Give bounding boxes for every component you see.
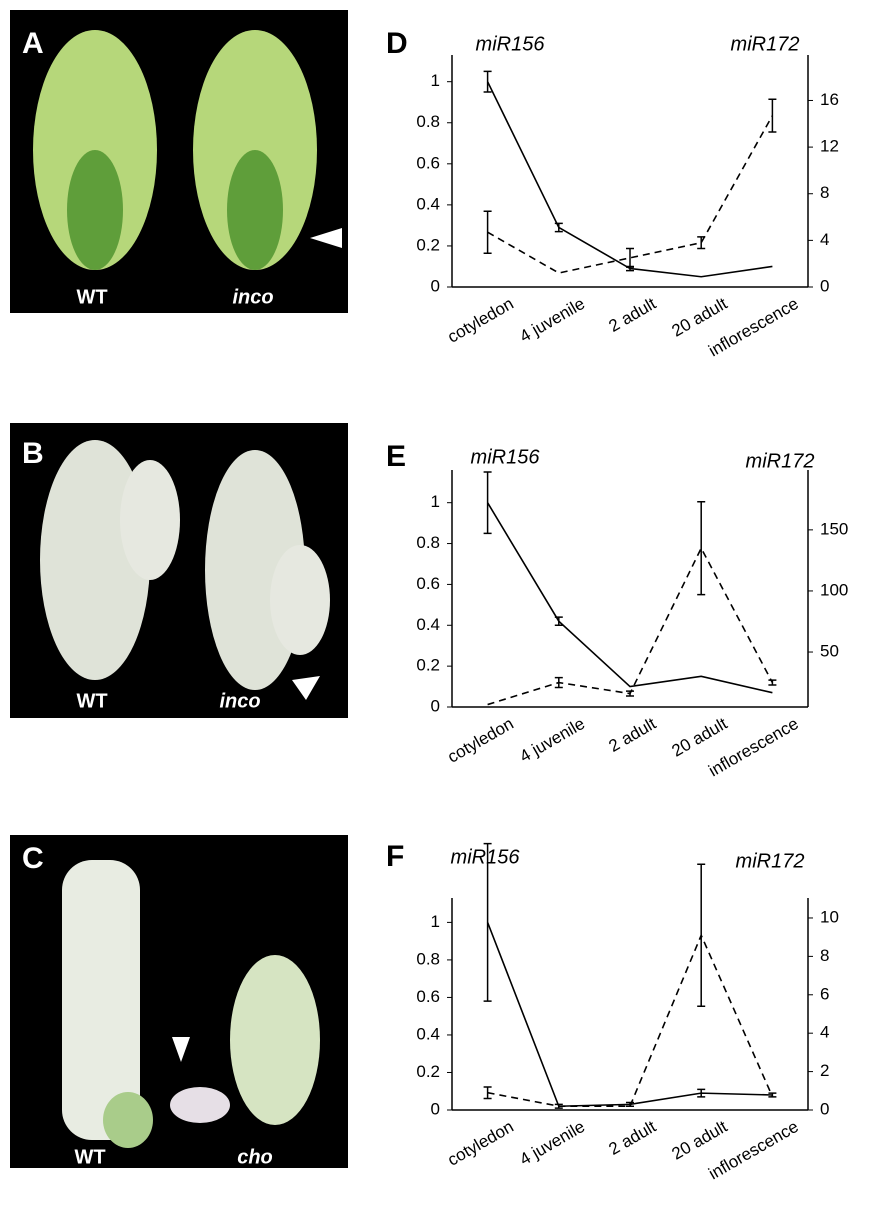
y-tick-label: 0	[431, 276, 440, 295]
y-tick-label: 1	[431, 912, 440, 931]
error-bar	[483, 1086, 492, 1100]
series-name: miR172	[731, 33, 800, 55]
y2-tick-label: 16	[820, 90, 839, 109]
y2-tick-label: 8	[820, 183, 829, 202]
panel-letter: E	[386, 440, 406, 473]
y-tick-label: 0.6	[416, 574, 440, 593]
error-bar	[483, 70, 492, 93]
error-bar	[483, 210, 492, 254]
y-tick-label: 0.8	[416, 533, 440, 552]
series-name: miR172	[746, 450, 815, 472]
y-tick-label: 1	[431, 71, 440, 90]
y2-tick-label: 12	[820, 137, 839, 156]
x-tick-label: 20 adult	[669, 1117, 731, 1164]
panel-letter: F	[386, 840, 404, 873]
photo-label: WT	[76, 286, 107, 308]
y-tick-label: 1	[431, 492, 440, 511]
y2-tick-label: 4	[820, 230, 829, 249]
y-tick-label: 0.2	[416, 1062, 440, 1081]
photo-panel: C WT cho	[10, 835, 348, 1168]
x-tick-label: 4 juvenile	[516, 714, 588, 766]
series-line	[486, 81, 773, 278]
photo-panel: B WT inco	[10, 423, 348, 718]
y-tick-label: 0.4	[416, 1024, 440, 1043]
x-tick-label: 2 adult	[606, 1117, 660, 1159]
error-bar	[483, 842, 492, 1002]
error-bar	[554, 222, 563, 233]
y2-tick-label: 0	[820, 276, 829, 295]
photo-label: cho	[237, 1146, 273, 1168]
panel-letter: B	[22, 437, 44, 470]
error-bar	[483, 471, 492, 535]
y2-tick-label: 2	[820, 1061, 829, 1080]
x-tick-label: cotyledon	[444, 294, 517, 347]
y-tick-label: 0.6	[416, 987, 440, 1006]
series-line	[486, 502, 773, 694]
series-name: miR172	[736, 850, 805, 872]
y-tick-label: 0.6	[416, 153, 440, 172]
series-name: miR156	[476, 33, 546, 55]
error-bar	[554, 616, 563, 627]
photo-label: inco	[219, 690, 260, 712]
panel-letter: A	[22, 27, 44, 60]
error-bar	[554, 676, 563, 689]
error-bar	[626, 247, 634, 268]
error-bar	[697, 236, 706, 250]
x-tick-label: cotyledon	[444, 1117, 517, 1170]
series-line	[486, 922, 773, 1108]
y2-tick-label: 4	[820, 1023, 829, 1042]
x-tick-label: 20 adult	[669, 294, 731, 341]
x-tick-label: cotyledon	[444, 714, 517, 767]
y-tick-label: 0.8	[416, 949, 440, 968]
series-line	[487, 546, 774, 706]
error-bar	[768, 679, 777, 686]
y-tick-label: 0.8	[416, 112, 440, 131]
x-tick-label: 20 adult	[669, 714, 731, 761]
error-bar	[697, 863, 706, 1008]
y2-tick-label: 10	[820, 907, 839, 926]
y2-tick-label: 0	[820, 1099, 829, 1118]
series-line	[487, 115, 774, 274]
error-bar	[697, 501, 706, 596]
error-bar	[697, 1088, 706, 1098]
x-tick-label: 2 adult	[606, 294, 660, 336]
y-tick-label: 0.4	[416, 615, 440, 634]
y2-tick-label: 50	[820, 642, 839, 661]
y2-tick-label: 8	[820, 946, 829, 965]
y-tick-label: 0.2	[416, 656, 440, 675]
panel-letter: D	[386, 27, 408, 60]
y2-tick-label: 100	[820, 580, 848, 599]
photo-panel: A WT inco	[10, 10, 348, 313]
error-bar	[626, 690, 634, 697]
y-tick-label: 0.2	[416, 235, 440, 254]
x-tick-label: 4 juvenile	[516, 294, 588, 346]
y-tick-label: 0	[431, 1099, 440, 1118]
series-line	[487, 933, 774, 1107]
x-tick-label: 4 juvenile	[516, 1117, 588, 1169]
y-tick-label: 0	[431, 696, 440, 715]
y2-tick-label: 150	[820, 519, 848, 538]
x-tick-label: 2 adult	[606, 714, 660, 756]
series-name: miR156	[451, 846, 521, 868]
panel-letter: C	[22, 842, 44, 875]
y-tick-label: 0.4	[416, 194, 440, 213]
y2-tick-label: 6	[820, 984, 829, 1003]
photo-label: inco	[232, 286, 273, 308]
photo-label: WT	[76, 690, 107, 712]
photo-label: WT	[74, 1146, 105, 1168]
error-bar	[768, 98, 777, 133]
series-name: miR156	[471, 446, 541, 468]
